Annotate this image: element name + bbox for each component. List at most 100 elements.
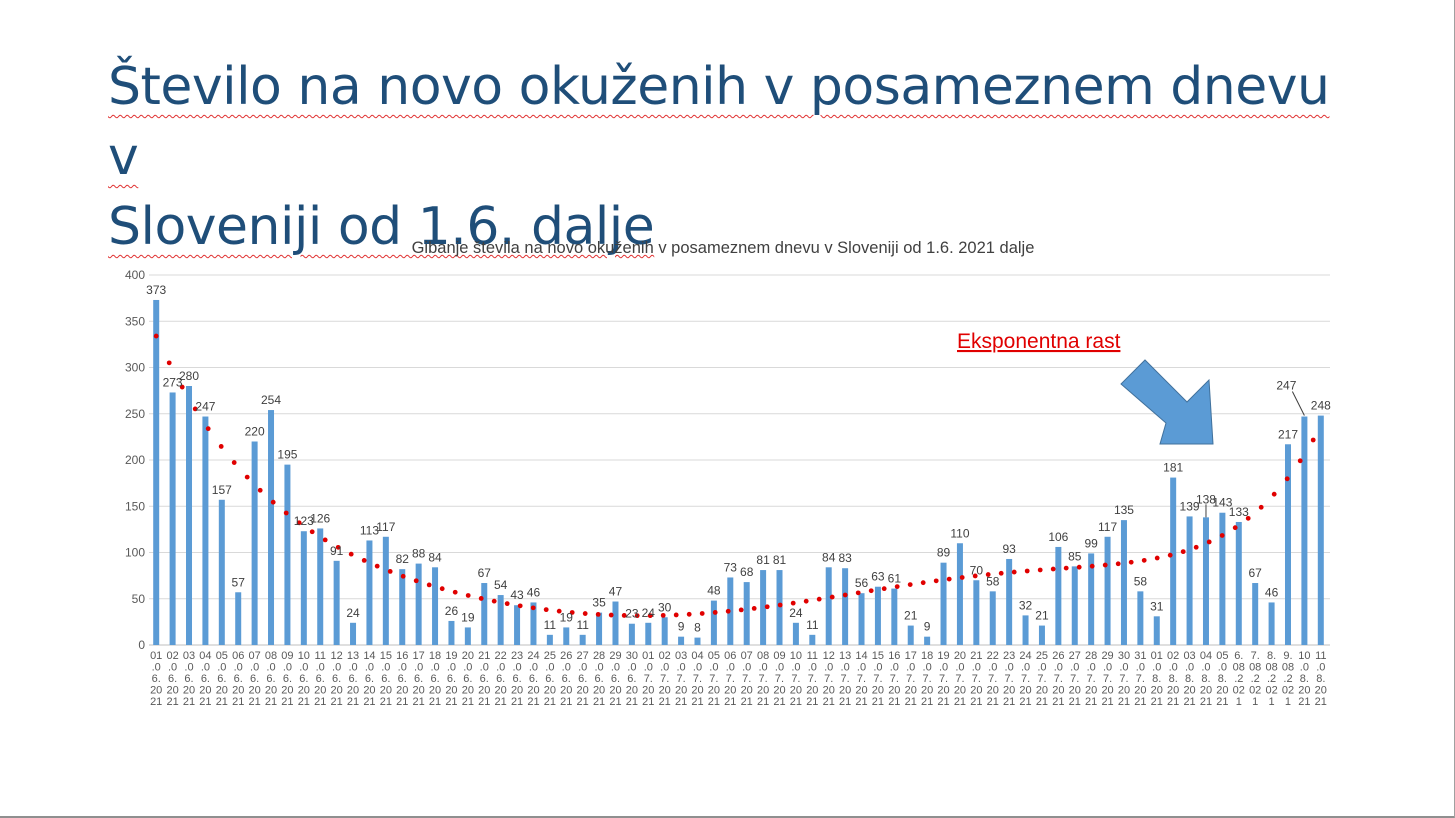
trendline-dot: [764, 604, 770, 610]
x-tick-label: 02: [1167, 650, 1179, 662]
bar: [891, 588, 898, 645]
bar: [1071, 566, 1078, 645]
bar: [874, 586, 881, 645]
x-tick-label: 6.: [496, 673, 505, 685]
trendline-dot: [959, 575, 965, 580]
trendline-dot: [179, 384, 185, 390]
trendline-dot: [985, 572, 991, 577]
x-tick-label: 6.: [152, 673, 161, 685]
trendline-dot: [699, 611, 705, 616]
bar: [514, 605, 521, 645]
data-label: 373: [146, 283, 166, 297]
x-tick-label: 18: [921, 650, 933, 662]
x-tick-label: 21: [773, 696, 785, 708]
trendline-dot: [1167, 552, 1173, 558]
bar: [694, 637, 701, 645]
data-label: 73: [724, 560, 738, 574]
x-tick-label: 21: [150, 696, 162, 708]
trendline-dot: [660, 612, 666, 618]
trendline-dot: [166, 360, 172, 366]
x-tick-label: 26: [560, 650, 572, 662]
x-tick-label: 08: [1249, 662, 1261, 674]
x-tick-label: 08: [1233, 662, 1245, 674]
x-tick-label: 21: [216, 696, 228, 708]
x-tick-label: .0: [742, 662, 751, 674]
x-tick-label: 7.: [676, 673, 685, 685]
x-tick-label: 20: [790, 685, 802, 697]
x-tick-label: 11: [807, 650, 818, 662]
x-tick-label: 7.: [1005, 673, 1014, 685]
trendline-dot: [465, 593, 471, 598]
data-label: 11: [806, 618, 819, 632]
data-label: 220: [245, 425, 265, 439]
x-tick-label: 20: [1036, 685, 1048, 697]
x-tick-label: 23: [511, 650, 523, 662]
data-label: 83: [838, 551, 852, 565]
x-tick-label: 8.: [1169, 673, 1178, 685]
data-label: 117: [1098, 520, 1117, 534]
bar: [448, 620, 455, 645]
bar: [481, 583, 488, 645]
x-tick-label: .0: [381, 662, 390, 674]
trendline-dot: [855, 590, 861, 596]
trendline-dot: [491, 598, 497, 604]
x-tick-label: 09: [773, 650, 785, 662]
x-tick-label: 20: [806, 685, 818, 697]
bar: [661, 617, 668, 645]
annotation: Eksponentna rast: [957, 330, 1214, 445]
x-tick-label: 8.: [1316, 673, 1325, 685]
x-tick-label: 7.: [693, 673, 702, 685]
data-label: 61: [888, 572, 902, 586]
bar: [268, 410, 275, 645]
x-tick-label: 25: [544, 650, 556, 662]
x-tick-label: .0: [283, 662, 292, 674]
bar: [333, 560, 340, 645]
y-axis: 0 50 100 150 200 250 300 350 400: [125, 268, 145, 652]
x-tick-label: .0: [1300, 662, 1309, 674]
x-tick-label: 7.: [1021, 673, 1030, 685]
x-tick-label: .0: [988, 662, 997, 674]
x-tick-label: 11: [1315, 650, 1326, 662]
x-tick-label: 20: [1101, 685, 1113, 697]
data-label: 9: [678, 620, 685, 634]
bar: [612, 601, 619, 645]
x-tick-label: 05: [708, 650, 720, 662]
x-tick-label: 20: [1167, 685, 1179, 697]
x-tick-label: 21: [1019, 696, 1031, 708]
data-label: 21: [1035, 609, 1049, 623]
x-tick-label: 21: [1151, 696, 1163, 708]
x-tick-label: .0: [332, 662, 341, 674]
x-tick-label: 21: [659, 696, 671, 708]
x-tick-label: 20: [265, 685, 277, 697]
x-tick-label: 30: [1118, 650, 1130, 662]
data-label: 88: [412, 547, 426, 561]
trendline-dot: [751, 605, 757, 611]
x-tick-label: 7.: [890, 673, 899, 685]
data-label: 68: [740, 565, 754, 579]
x-tick-label: .2: [1234, 673, 1243, 685]
trendline-dot: [686, 611, 692, 617]
bar: [1006, 558, 1013, 645]
trendline-dot: [270, 499, 276, 505]
bar: [1219, 512, 1226, 645]
x-tick-label: .0: [808, 662, 817, 674]
bar: [579, 634, 586, 645]
x-tick-label: 7.: [1037, 673, 1046, 685]
bar: [1252, 583, 1259, 645]
x-tick-label: 20: [1069, 685, 1081, 697]
x-tick-label: 17: [905, 650, 917, 662]
x-tick-label: 21: [577, 696, 589, 708]
trendline-dot: [1128, 559, 1134, 565]
trendline-dot: [413, 578, 419, 584]
x-tick-label: 20: [1298, 685, 1310, 697]
x-tick-label: 6.: [512, 673, 521, 685]
data-label: 254: [261, 393, 281, 407]
data-label: 85: [1068, 549, 1082, 563]
x-tick-label: 6.: [266, 673, 275, 685]
x-tick-label: 08: [757, 650, 769, 662]
bar: [382, 536, 389, 645]
x-tick-label: .0: [972, 662, 981, 674]
data-label: 43: [510, 588, 524, 602]
x-tick-label: 28: [1085, 650, 1097, 662]
